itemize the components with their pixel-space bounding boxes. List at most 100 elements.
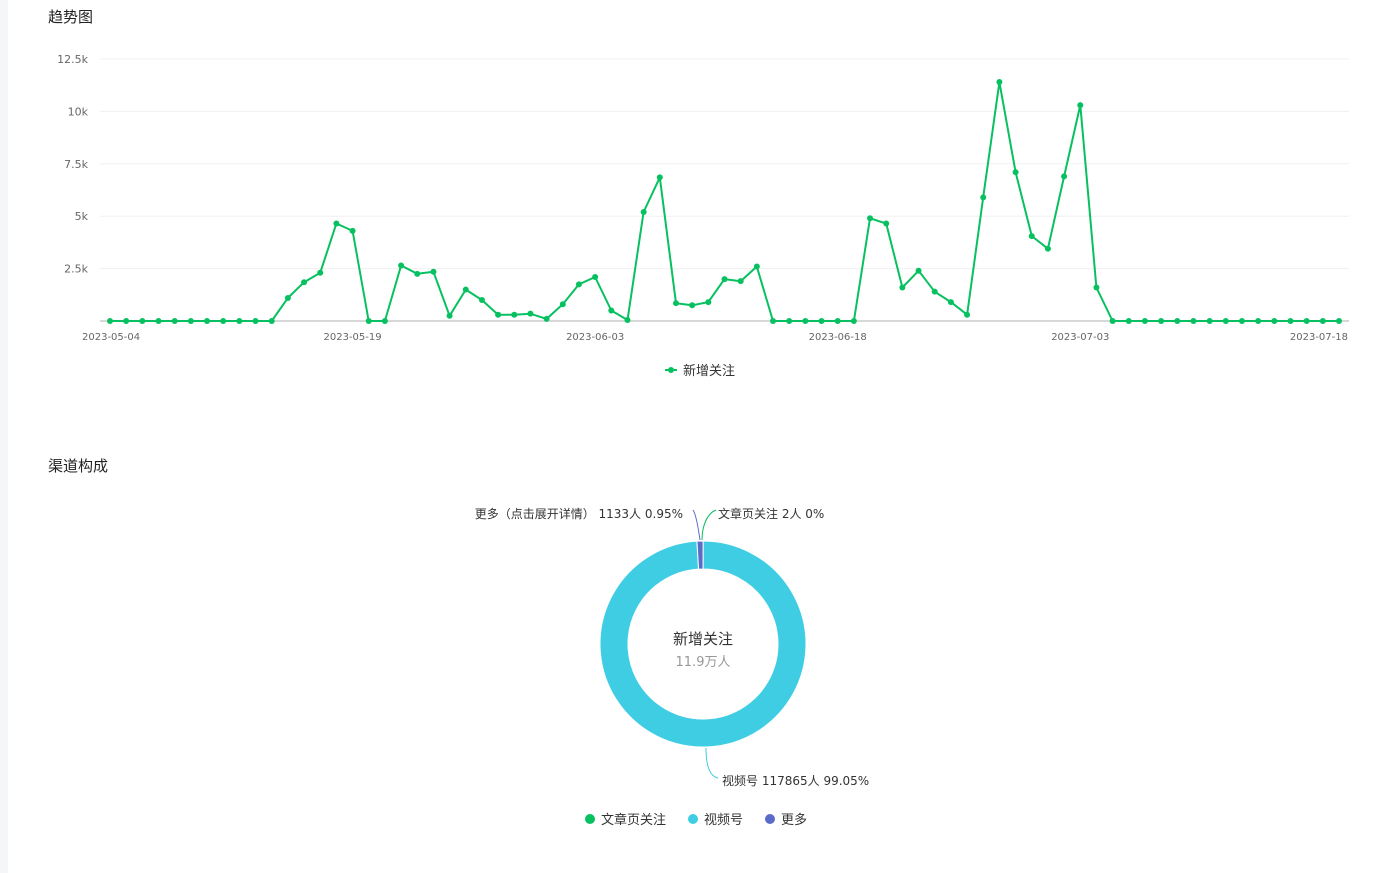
data-point <box>689 302 696 309</box>
data-point <box>867 215 874 222</box>
data-point <box>1271 318 1278 324</box>
data-point <box>349 227 356 234</box>
data-point <box>527 310 534 317</box>
donut-center-title: 新增关注 <box>673 630 733 648</box>
left-edge-strip <box>0 0 8 873</box>
data-point <box>1012 169 1019 176</box>
slice-label-more: 更多（点击展开详情） 1133人 0.95% <box>475 506 683 521</box>
trend-y-axis: 2.5k 5k 7.5k 10k 12.5k <box>57 53 88 276</box>
slice-label-video: 视频号 117865人 99.05% <box>722 773 869 788</box>
donut-slices <box>599 540 807 748</box>
trend-grid <box>100 58 1349 322</box>
data-point <box>365 318 372 324</box>
trend-points <box>107 79 1342 324</box>
data-point <box>575 281 582 288</box>
data-point <box>511 311 518 318</box>
slice-video <box>599 540 807 748</box>
data-point <box>495 311 502 318</box>
data-point <box>220 318 227 324</box>
data-point <box>786 318 793 324</box>
data-point <box>236 318 243 324</box>
data-point <box>1141 318 1148 324</box>
data-point <box>1190 318 1197 324</box>
slice-more <box>696 540 704 570</box>
data-point <box>802 318 809 324</box>
x-tick-label: 2023-07-03 <box>1051 332 1109 343</box>
trend-x-axis: 2023-05-04 2023-05-19 2023-06-03 2023-06-18… <box>82 332 1348 343</box>
data-point <box>171 318 178 324</box>
data-point <box>268 318 275 324</box>
data-point <box>834 318 841 324</box>
data-point <box>737 278 744 285</box>
y-tick-label: 7.5k <box>64 158 88 171</box>
legend-dot-more <box>765 813 776 824</box>
data-point <box>1174 318 1181 324</box>
data-point <box>1158 318 1165 324</box>
data-point <box>721 276 728 283</box>
data-point <box>543 315 550 322</box>
data-point <box>1028 233 1035 240</box>
legend-label-video: 视频号 <box>704 813 744 828</box>
data-point <box>430 268 437 275</box>
legend-item-article[interactable]: 文章页关注 <box>585 809 666 828</box>
data-point <box>1319 318 1326 324</box>
data-point <box>107 318 113 324</box>
series-line-new-follows <box>110 81 1339 322</box>
leader-line-more <box>692 509 701 541</box>
data-point <box>672 300 679 307</box>
trend-legend[interactable]: 新增关注 <box>665 360 735 379</box>
y-tick-label: 2.5k <box>64 263 88 276</box>
data-point <box>640 209 647 216</box>
data-point <box>915 267 922 274</box>
data-point <box>1044 245 1051 252</box>
data-point <box>139 318 146 324</box>
trend-legend-label: 新增关注 <box>683 364 736 379</box>
legend-dot-article <box>585 813 595 824</box>
legend-label-more: 更多 <box>781 813 808 828</box>
data-point <box>1336 318 1342 324</box>
data-point <box>462 286 469 293</box>
data-point <box>624 316 631 323</box>
data-point <box>252 318 259 324</box>
data-point <box>964 311 971 318</box>
y-tick-label: 12.5k <box>57 53 88 66</box>
data-point <box>1303 318 1310 324</box>
data-point <box>204 318 211 324</box>
data-point <box>770 318 777 324</box>
y-tick-label: 5k <box>75 210 89 223</box>
data-point <box>1125 318 1132 324</box>
leader-line-video <box>705 747 719 779</box>
data-point <box>1255 318 1262 324</box>
data-point <box>947 299 954 306</box>
legend-line-marker <box>665 365 677 375</box>
data-point <box>931 288 938 295</box>
data-point <box>818 318 825 324</box>
legend-item-more[interactable]: 更多 <box>765 809 807 828</box>
donut-leader-lines <box>692 509 719 779</box>
legend-label-article: 文章页关注 <box>601 813 667 828</box>
donut-legend: 文章页关注 视频号 更多 <box>585 809 829 828</box>
data-point <box>883 220 890 227</box>
data-point <box>608 307 615 314</box>
data-point <box>155 318 162 324</box>
donut-center-subtitle: 11.9万人 <box>676 655 731 670</box>
data-point <box>656 174 663 181</box>
trend-section-title: 趋势图 <box>48 8 94 26</box>
data-point <box>301 279 308 286</box>
x-tick-label: 2023-05-19 <box>324 332 382 343</box>
data-point <box>123 318 130 324</box>
data-point <box>980 194 987 201</box>
data-point <box>284 294 291 301</box>
data-point <box>1061 173 1068 180</box>
data-point <box>333 220 340 227</box>
data-point <box>1287 318 1294 324</box>
legend-item-video[interactable]: 视频号 <box>688 809 743 828</box>
channel-section-title: 渠道构成 <box>48 457 109 475</box>
slice-label-article: 文章页关注 2人 0% <box>718 506 824 521</box>
data-point <box>850 318 857 324</box>
data-point <box>1077 102 1084 109</box>
data-point <box>187 318 194 324</box>
data-point <box>592 273 599 280</box>
data-point <box>317 269 324 276</box>
